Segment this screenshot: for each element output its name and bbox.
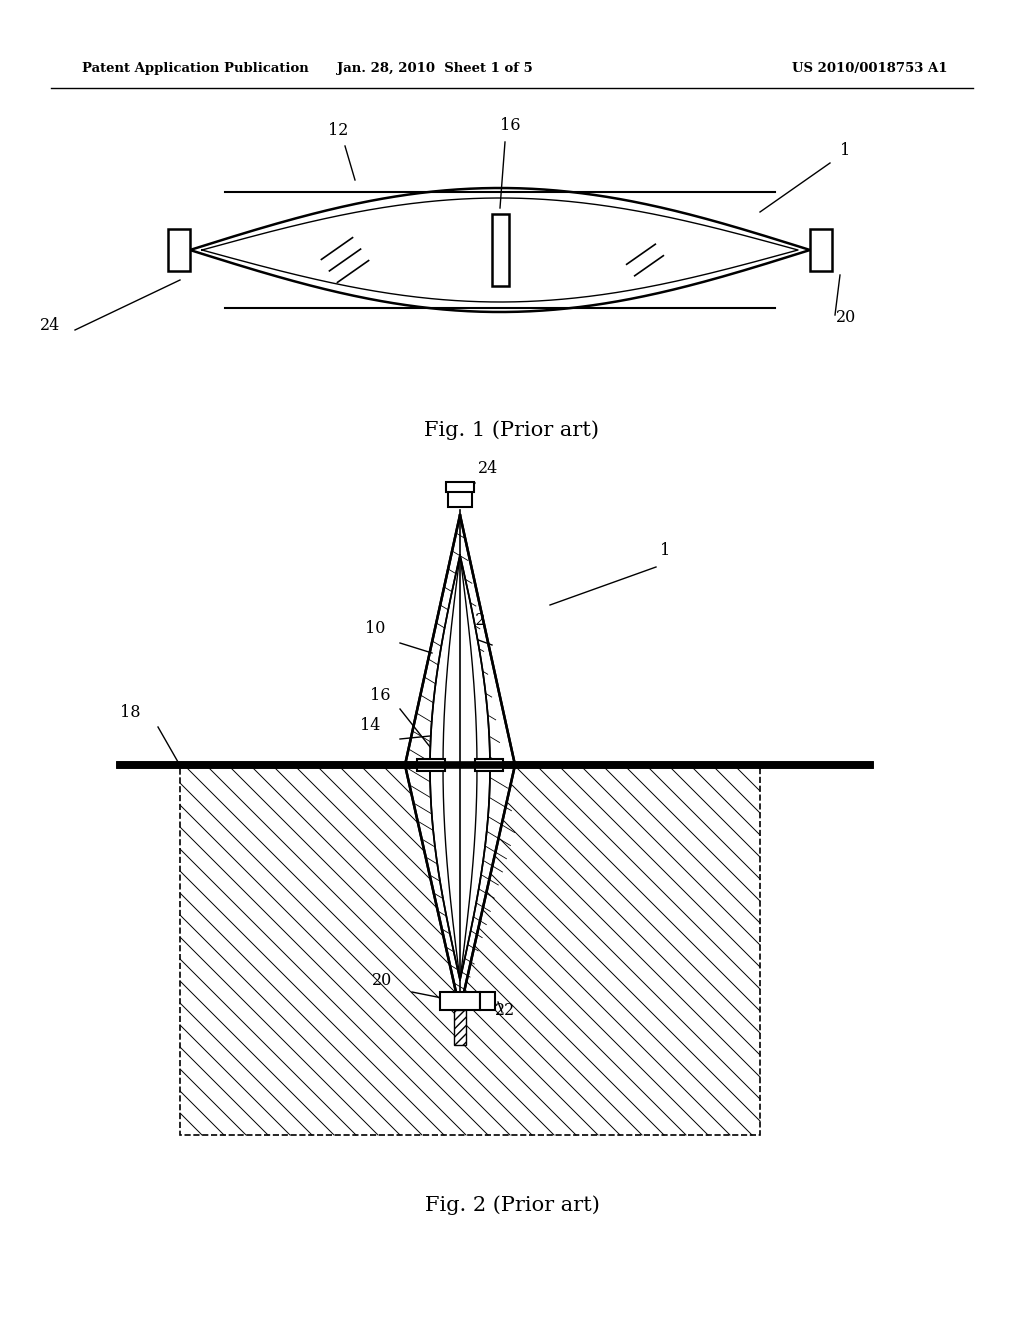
Text: Patent Application Publication: Patent Application Publication <box>82 62 308 75</box>
Text: Jan. 28, 2010  Sheet 1 of 5: Jan. 28, 2010 Sheet 1 of 5 <box>337 62 534 75</box>
Text: US 2010/0018753 A1: US 2010/0018753 A1 <box>792 62 947 75</box>
Text: 12: 12 <box>465 612 485 630</box>
Bar <box>446 482 474 492</box>
Bar <box>417 759 445 771</box>
Text: 16: 16 <box>500 117 520 135</box>
Text: 20: 20 <box>372 972 392 989</box>
Text: 16: 16 <box>370 686 390 704</box>
Text: 14: 14 <box>360 717 380 734</box>
Bar <box>168 228 190 271</box>
Polygon shape <box>406 515 515 1010</box>
Bar <box>810 228 831 271</box>
Bar <box>454 1010 466 1045</box>
Text: Fig. 2 (Prior art): Fig. 2 (Prior art) <box>425 1195 599 1214</box>
Text: Fig. 1 (Prior art): Fig. 1 (Prior art) <box>425 420 599 440</box>
Text: 20: 20 <box>836 309 856 326</box>
Text: 22: 22 <box>495 1002 515 1019</box>
Text: 18: 18 <box>120 704 140 721</box>
Bar <box>480 993 495 1010</box>
Text: 24: 24 <box>478 459 499 477</box>
Text: 1: 1 <box>840 143 850 158</box>
Text: 24: 24 <box>40 317 60 334</box>
Polygon shape <box>430 554 490 979</box>
Text: 10: 10 <box>365 620 385 638</box>
Bar <box>180 766 760 1135</box>
Bar <box>492 214 509 286</box>
Bar <box>449 488 472 507</box>
Bar <box>475 759 503 771</box>
Text: 12: 12 <box>328 121 348 139</box>
Bar <box>440 993 480 1010</box>
Text: 1: 1 <box>660 543 671 558</box>
